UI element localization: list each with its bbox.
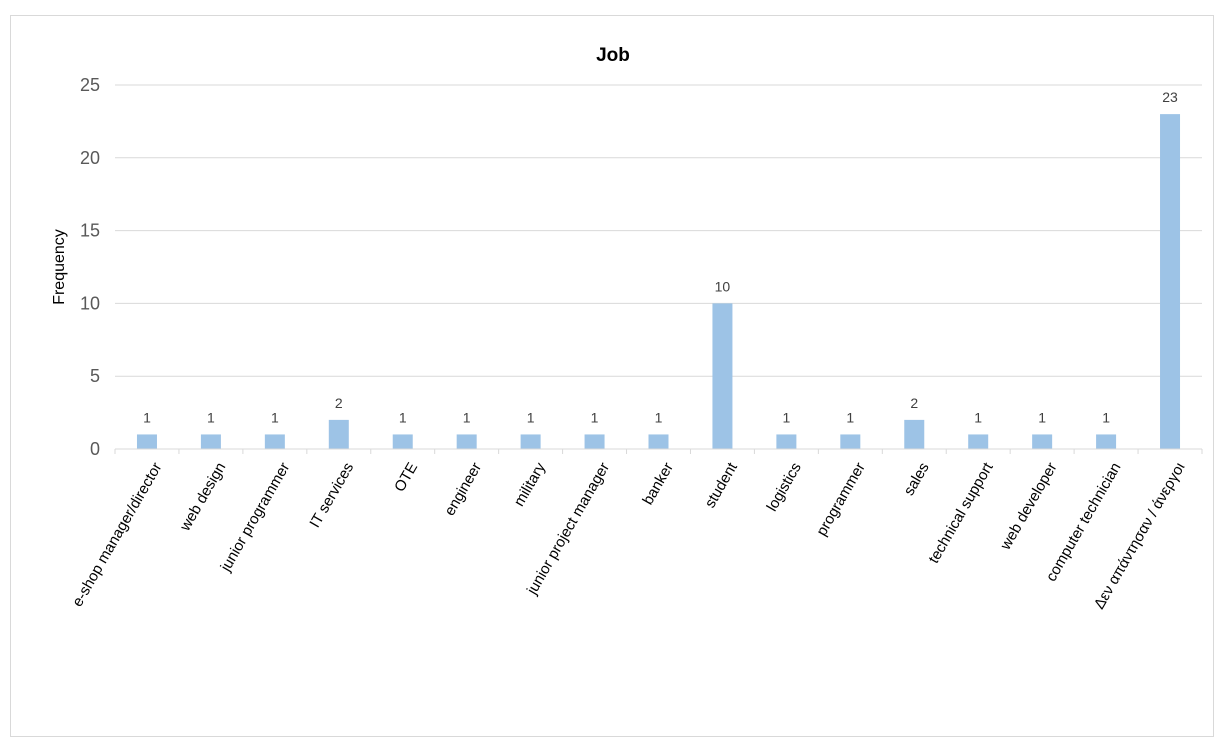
y-tick-label: 15	[80, 221, 100, 241]
bar	[1160, 114, 1181, 450]
y-tick-label: 0	[90, 439, 100, 459]
bar	[776, 434, 797, 449]
data-label: 1	[207, 409, 215, 425]
bar	[136, 434, 157, 449]
y-tick-label: 10	[80, 293, 100, 313]
bar	[520, 434, 541, 449]
data-label: 1	[782, 409, 790, 425]
data-label: 1	[399, 409, 407, 425]
data-label: 1	[527, 409, 535, 425]
bar	[1096, 434, 1117, 449]
data-label: 2	[910, 395, 918, 411]
data-label: 10	[715, 278, 731, 294]
data-label: 23	[1162, 89, 1178, 105]
y-axis-title: Frequency	[51, 229, 68, 305]
x-category-label: web developer	[997, 460, 1061, 554]
x-category-label: sales	[901, 460, 933, 499]
x-category-label: banker	[639, 460, 677, 508]
x-category-label: junior programmer	[217, 460, 293, 575]
x-category-label: programmer	[813, 460, 869, 539]
y-tick-label: 20	[80, 148, 100, 168]
data-label: 1	[846, 409, 854, 425]
bar	[840, 434, 861, 449]
x-category-label: OTE	[391, 460, 421, 495]
x-category-label: IT services	[306, 460, 357, 531]
bar	[1032, 434, 1053, 449]
x-category-label: logistics	[763, 460, 804, 515]
data-label: 1	[974, 409, 982, 425]
x-category-label: student	[702, 459, 742, 511]
x-axis	[114, 448, 1203, 454]
x-category-label: technical support	[925, 459, 997, 566]
bar	[264, 434, 285, 449]
x-category-label: military	[511, 459, 550, 509]
data-label: 1	[591, 409, 599, 425]
bar	[328, 419, 349, 449]
y-tick-label: 5	[90, 366, 100, 386]
y-tick-label: 25	[80, 75, 100, 95]
x-category-label: e-shop manager/director	[69, 460, 165, 610]
bars	[136, 114, 1181, 450]
bar	[648, 434, 669, 449]
chart-title: Job	[596, 45, 630, 66]
data-label: 1	[1102, 409, 1110, 425]
bar	[200, 434, 221, 449]
bar	[712, 303, 733, 449]
bar	[968, 434, 989, 449]
gridlines	[115, 84, 1202, 377]
data-label: 1	[1038, 409, 1046, 425]
bar	[584, 434, 605, 449]
data-label: 1	[655, 409, 663, 425]
bar	[456, 434, 477, 449]
bar	[392, 434, 413, 449]
labels: 0 5 10 15 20 25 1 e-shop manager/director 1 web d…	[69, 75, 1188, 612]
x-category-label: web design	[176, 460, 229, 535]
data-label: 1	[463, 409, 471, 425]
data-label: 2	[335, 395, 343, 411]
data-label: 1	[143, 409, 151, 425]
data-label: 1	[271, 409, 279, 425]
x-category-label: engineer	[441, 460, 485, 519]
bar	[904, 419, 925, 449]
